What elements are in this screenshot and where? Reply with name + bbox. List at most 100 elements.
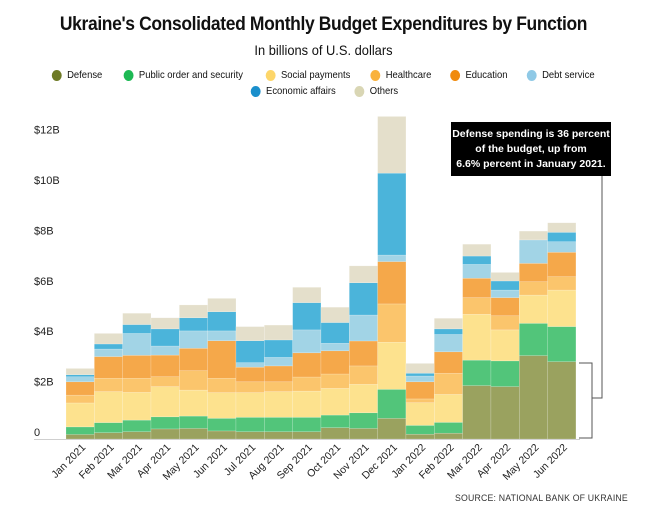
bar-segment <box>405 433 435 440</box>
bar-segment <box>320 322 350 344</box>
bar-segment <box>547 232 577 242</box>
bar-segment <box>235 392 265 418</box>
bar-segment <box>519 294 548 324</box>
bar-segment <box>320 414 350 428</box>
bar-segment <box>94 432 123 440</box>
bar-segment <box>122 431 152 440</box>
bar-segment <box>519 323 548 356</box>
legend-label: Others <box>370 85 399 97</box>
bar-segment <box>179 389 208 417</box>
bar-segment <box>519 239 548 264</box>
annotation-text-1: Defense spending is <box>452 128 558 140</box>
bar-segment <box>207 430 237 440</box>
bar-segment <box>490 315 520 331</box>
bar-segment <box>65 402 95 428</box>
bar-segment <box>547 252 577 277</box>
bar-segment <box>349 314 378 342</box>
bar-segment <box>405 363 435 374</box>
bar-segment <box>264 417 293 432</box>
annotation-text-3: in January 2021. <box>521 158 606 170</box>
bar-segment <box>207 392 237 419</box>
bar-segment <box>179 330 208 349</box>
bar-segment <box>377 116 407 174</box>
source-note: SOURCE: NATIONAL BANK OF UKRAINE <box>455 493 628 504</box>
bar-segment <box>150 416 180 430</box>
bar-segment <box>122 324 152 334</box>
bar-segment <box>377 254 407 262</box>
bar-segment <box>150 386 180 418</box>
legend-swatch <box>526 69 537 81</box>
bar-segment <box>490 386 520 440</box>
y-tick-label: $4B <box>34 326 54 338</box>
bar-segment <box>377 341 407 390</box>
y-tick-label: $12B <box>34 125 60 137</box>
bar-segment <box>65 368 95 375</box>
bar-segment <box>377 261 407 305</box>
bar-segment <box>65 426 95 435</box>
bar-segment <box>65 376 95 383</box>
bar-segment <box>547 289 577 327</box>
legend-label: Debt service <box>541 69 595 81</box>
bar-segment <box>235 362 265 368</box>
bar-segment <box>490 360 520 387</box>
y-tick-label: $2B <box>34 377 54 389</box>
bar-segment <box>94 348 123 357</box>
bar-segment <box>94 391 123 423</box>
legend-swatch <box>450 69 461 81</box>
bar-segment <box>462 385 492 440</box>
bar-segment <box>434 372 463 395</box>
bar-segment <box>65 434 95 440</box>
annotation-connector <box>592 176 603 399</box>
bar-segment <box>462 359 492 386</box>
bar-segment <box>122 419 152 432</box>
bar-segment <box>292 431 322 440</box>
legend-item: Others <box>354 85 399 97</box>
bar-segment <box>320 388 350 416</box>
bar-segment <box>320 306 350 323</box>
legend-row: Economic affairs Others <box>0 84 647 98</box>
bar-segment <box>207 311 237 332</box>
bar-segment <box>264 357 293 367</box>
bar-segment <box>235 326 265 341</box>
bar-segment <box>547 276 577 291</box>
bar-segment <box>179 304 208 319</box>
bar-segment <box>122 392 152 421</box>
bar-segment <box>150 376 180 387</box>
bar-segment <box>349 384 378 414</box>
bar-segment <box>547 241 577 253</box>
legend-label: Defense <box>66 69 103 81</box>
bar-segment <box>150 317 180 330</box>
annotation-box: Defense spending is 36 percent of the bu… <box>451 122 611 176</box>
bar-segment <box>462 243 492 257</box>
bar-segment <box>405 425 435 435</box>
annotation-highlight-1: 36 percent <box>557 128 610 140</box>
legend-item: Public order and security <box>123 69 243 81</box>
bar-segment <box>547 361 577 440</box>
bar-segment <box>207 340 237 379</box>
bar-segment <box>405 398 435 403</box>
bar-segment <box>519 263 548 283</box>
bar-segment <box>434 432 463 440</box>
bar-segment <box>122 355 152 379</box>
bar-segment <box>150 345 180 356</box>
bar-segment <box>94 343 123 350</box>
bar-segment <box>349 340 378 367</box>
bar-segment <box>349 428 378 440</box>
legend-swatch <box>250 85 261 97</box>
bar-segment <box>377 303 407 343</box>
bar-segment <box>292 329 322 354</box>
bar-segment <box>490 280 520 291</box>
bar-segment <box>264 381 293 392</box>
y-tick-label: $10B <box>34 175 60 187</box>
legend-label: Education <box>465 69 508 81</box>
bar-segment <box>179 415 208 429</box>
y-tick-label: $8B <box>34 225 54 237</box>
bar-segment <box>519 355 548 440</box>
bar-segment <box>207 378 237 393</box>
bar-segment <box>122 378 152 393</box>
legend-item: Defense <box>51 69 103 81</box>
bar-segment <box>207 298 237 312</box>
bar-segment <box>65 394 95 404</box>
bar-segment <box>519 230 548 241</box>
